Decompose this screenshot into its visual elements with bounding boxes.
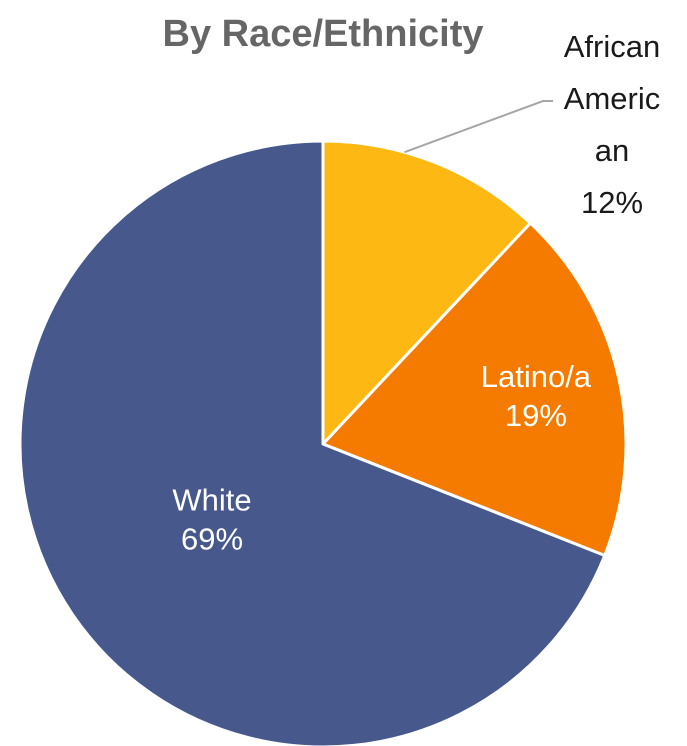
slice-name-label: African: [564, 29, 660, 64]
slice-label-africanamerican: African Americ an 12%: [564, 29, 660, 220]
slice-value-label: 19%: [505, 398, 567, 433]
leader-line-africanamerican: [404, 100, 553, 154]
slice-name-label: an: [595, 133, 629, 168]
pie-slice-africanamerican: [321, 139, 532, 446]
slice-value-label: 12%: [581, 185, 643, 220]
slice-value-label: 69%: [181, 522, 243, 557]
pie-slice-white: [18, 139, 607, 746]
slice-name-label: White: [172, 483, 251, 518]
slice-name-label: Americ: [564, 81, 660, 116]
chart-title: By Race/Ethnicity: [163, 13, 484, 55]
slices-layer: [18, 139, 628, 746]
slice-name-label: Latino/a: [481, 359, 592, 394]
slice-label-white: White 69%: [172, 483, 251, 557]
labels-layer: African Americ an 12% Latino/a 19% White 69%: [172, 29, 660, 557]
slice-label-latino-a: Latino/a 19%: [481, 359, 592, 433]
